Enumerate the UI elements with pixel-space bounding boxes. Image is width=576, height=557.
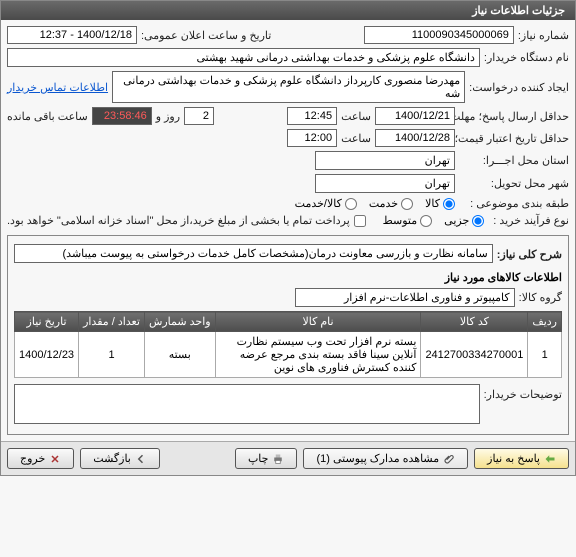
- validity-date: 1400/12/28: [375, 129, 455, 147]
- requester-value: مهدرضا منصوری کارپرداز دانشگاه علوم پزشک…: [112, 71, 465, 103]
- back-button[interactable]: بازگشت: [80, 448, 160, 469]
- paperclip-icon: [443, 453, 455, 465]
- print-button[interactable]: چاپ: [235, 448, 298, 469]
- panel-title: جزئیات اطلاعات نیاز: [1, 1, 575, 20]
- remaining-days-label: روز و: [156, 110, 180, 123]
- requester-label: ایجاد کننده درخواست:: [469, 81, 569, 94]
- table-cell: بسته نرم افزار تحت وب سیستم نظارت آنلاین…: [215, 332, 421, 378]
- catalog-goods-option[interactable]: کالا: [425, 197, 455, 210]
- catalog-goods-radio[interactable]: [443, 198, 455, 210]
- print-button-label: چاپ: [248, 452, 269, 465]
- table-header: کد کالا: [421, 312, 528, 332]
- catalog-service-radio[interactable]: [401, 198, 413, 210]
- remaining-days: 2: [184, 107, 214, 125]
- purchase-partial-option[interactable]: جزیی: [444, 214, 484, 227]
- purchase-note: پرداخت تمام یا بخشی از مبلغ خرید،از محل …: [7, 214, 350, 227]
- purchase-medium-radio[interactable]: [420, 215, 432, 227]
- need-title-label: شرح کلی نیاز:: [497, 248, 562, 261]
- remaining-suffix: ساعت باقی مانده: [7, 110, 88, 123]
- goods-table: ردیفکد کالانام کالاواحد شمارشتعداد / مقد…: [14, 311, 562, 378]
- purchase-radio-group: جزیی متوسط: [383, 214, 485, 227]
- announce-label: تاریخ و ساعت اعلان عمومی:: [141, 29, 271, 42]
- table-header: ردیف: [528, 312, 562, 332]
- validity-label: حداقل تاریخ اعتبار قیمت؛ تا تاریخ:: [459, 132, 569, 145]
- exec-city-value: تهران: [315, 151, 455, 170]
- back-button-label: بازگشت: [93, 452, 131, 465]
- purchase-type-label: نوع فرآیند خرید :: [488, 214, 569, 227]
- attachments-button-label: مشاهده مدارک پیوستی (1): [316, 452, 439, 465]
- catalog-radio-group: کالا خدمت کالا/خدمت: [295, 197, 455, 210]
- purchase-partial-radio[interactable]: [472, 215, 484, 227]
- need-title-value: سامانه نظارت و بازرسی معاونت درمان(مشخصا…: [14, 244, 493, 263]
- buyer-label: نام دستگاه خریدار:: [484, 51, 569, 64]
- purchase-partial-label: جزیی: [444, 214, 469, 227]
- reply-icon: [544, 453, 556, 465]
- purchase-note-checkbox[interactable]: [354, 215, 366, 227]
- buyer-notes-textarea[interactable]: [14, 384, 480, 424]
- table-cell: 1: [528, 332, 562, 378]
- deadline-time: 12:45: [287, 107, 337, 125]
- table-header: تاریخ نیاز: [15, 312, 79, 332]
- catalog-service-option[interactable]: خدمت: [369, 197, 413, 210]
- table-cell: بسته: [144, 332, 215, 378]
- catalog-service-label: خدمت: [369, 197, 398, 210]
- deadline-date: 1400/12/21: [375, 107, 455, 125]
- table-cell: 1: [79, 332, 145, 378]
- purchase-medium-option[interactable]: متوسط: [383, 214, 433, 227]
- catalog-label: طبقه بندی موضوعی :: [459, 197, 569, 210]
- table-cell: 1400/12/23: [15, 332, 79, 378]
- need-no-label: شماره نیاز:: [518, 29, 569, 42]
- exit-button[interactable]: خروج: [7, 448, 74, 469]
- announce-value: 1400/12/18 - 12:37: [7, 26, 137, 44]
- validity-time: 12:00: [287, 129, 337, 147]
- time-label-2: ساعت: [341, 132, 371, 145]
- purchase-note-checkbox-wrap[interactable]: پرداخت تمام یا بخشی از مبلغ خرید،از محل …: [7, 214, 366, 227]
- group-value: کامپیوتر و فناوری اطلاعات-نرم افزار: [295, 288, 515, 307]
- reply-button-label: پاسخ به نیاز: [487, 452, 540, 465]
- time-label-1: ساعت: [341, 110, 371, 123]
- catalog-both-option[interactable]: کالا/خدمت: [295, 197, 357, 210]
- exec-city-label: استان محل اجـــرا:: [459, 154, 569, 167]
- goods-heading: اطلاعات کالاهای مورد نیاز: [14, 271, 562, 284]
- exit-icon: [49, 453, 61, 465]
- catalog-goods-label: کالا: [425, 197, 440, 210]
- table-header: واحد شمارش: [144, 312, 215, 332]
- buyer-value: دانشگاه علوم پزشکی و خدمات بهداشتی درمان…: [7, 48, 480, 67]
- buyer-notes-label: توضیحات خریدار:: [484, 384, 562, 401]
- remaining-time: 23:58:46: [92, 107, 152, 125]
- contact-link[interactable]: اطلاعات تماس خریدار: [7, 81, 108, 94]
- print-icon: [272, 453, 284, 465]
- group-label: گروه کالا:: [519, 291, 562, 304]
- delivery-city-label: شهر محل تحویل:: [459, 177, 569, 190]
- catalog-both-label: کالا/خدمت: [295, 197, 342, 210]
- purchase-medium-label: متوسط: [383, 214, 418, 227]
- attachments-button[interactable]: مشاهده مدارک پیوستی (1): [303, 448, 468, 469]
- reply-button[interactable]: پاسخ به نیاز: [474, 448, 569, 469]
- deadline-label: حداقل ارسال پاسخ؛ مهلت تا تاریخ:: [459, 110, 569, 123]
- table-header: تعداد / مقدار: [79, 312, 145, 332]
- exit-button-label: خروج: [20, 452, 45, 465]
- table-cell: 2412700334270001: [421, 332, 528, 378]
- table-header: نام کالا: [215, 312, 421, 332]
- delivery-city-value: تهران: [315, 174, 455, 193]
- back-icon: [135, 453, 147, 465]
- table-row[interactable]: 12412700334270001بسته نرم افزار تحت وب س…: [15, 332, 562, 378]
- need-no-value: 1100090345000069: [364, 26, 514, 44]
- catalog-both-radio[interactable]: [345, 198, 357, 210]
